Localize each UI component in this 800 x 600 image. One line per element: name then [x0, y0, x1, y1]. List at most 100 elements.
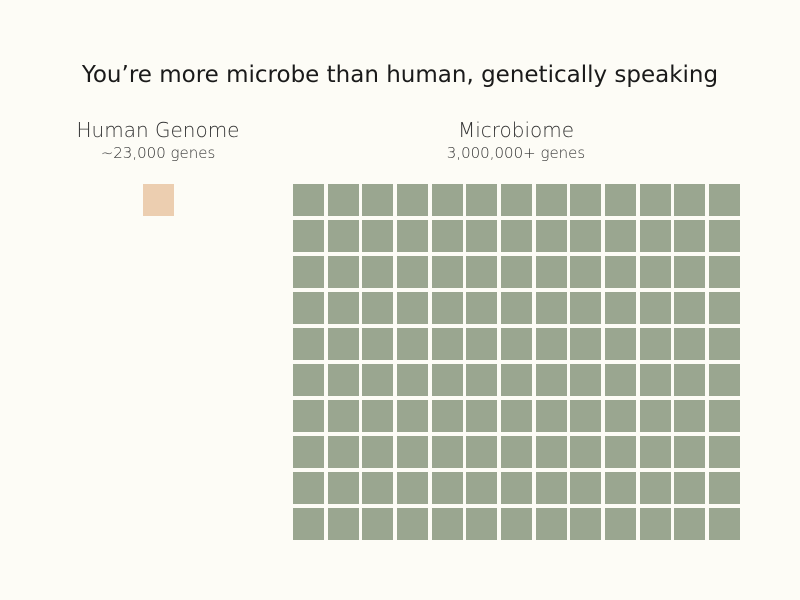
microbiome-square [362, 219, 394, 252]
microbiome-square [466, 471, 498, 504]
microbiome-square [466, 399, 498, 432]
microbiome-square [570, 471, 602, 504]
microbiome-square [708, 327, 740, 360]
microbiome-square [674, 219, 706, 252]
microbiome-square [500, 327, 532, 360]
microbiome-square [396, 184, 428, 216]
microbiome-square [604, 363, 636, 396]
microbiome-square [535, 363, 567, 396]
microbiome-square [362, 507, 394, 540]
microbiome-square [639, 327, 671, 360]
microbiome-square [500, 435, 532, 468]
microbiome-square [639, 219, 671, 252]
microbiome-square [327, 255, 359, 288]
microbiome-square [362, 327, 394, 360]
microbiome-square [639, 363, 671, 396]
microbiome-square [500, 471, 532, 504]
microbiome-square [466, 363, 498, 396]
microbiome-label: Microbiome 3,000,000+ genes [316, 118, 716, 162]
microbiome-square [431, 184, 463, 216]
microbiome-square [604, 399, 636, 432]
microbiome-square [466, 219, 498, 252]
microbiome-square [570, 507, 602, 540]
microbiome-square [535, 435, 567, 468]
microbiome-square [466, 184, 498, 216]
microbiome-square [293, 327, 324, 360]
microbiome-square [396, 327, 428, 360]
microbiome-square [431, 363, 463, 396]
microbiome-square [535, 184, 567, 216]
microbiome-square [570, 291, 602, 324]
microbiome-square [535, 219, 567, 252]
microbiome-square [362, 184, 394, 216]
microbiome-square [466, 291, 498, 324]
microbiome-square [362, 399, 394, 432]
microbiome-square [396, 363, 428, 396]
microbiome-square [431, 471, 463, 504]
microbiome-square [431, 327, 463, 360]
microbiome-square [431, 255, 463, 288]
microbiome-square [431, 219, 463, 252]
microbiome-square [639, 399, 671, 432]
human-genome-label: Human Genome ~23,000 genes [58, 118, 258, 162]
microbiome-square [396, 255, 428, 288]
microbiome-square [570, 184, 602, 216]
microbiome-square [535, 471, 567, 504]
microbiome-square [466, 435, 498, 468]
microbiome-square [466, 255, 498, 288]
microbiome-square [293, 399, 324, 432]
microbiome-square [674, 507, 706, 540]
microbiome-square [293, 219, 324, 252]
microbiome-square [327, 435, 359, 468]
microbiome-square [327, 219, 359, 252]
microbiome-square [362, 471, 394, 504]
microbiome-heading: Microbiome [457, 118, 575, 142]
microbiome-square [431, 507, 463, 540]
microbiome-square [293, 471, 324, 504]
microbiome-square [431, 435, 463, 468]
microbiome-square [639, 255, 671, 288]
microbiome-square [604, 471, 636, 504]
microbiome-square [327, 471, 359, 504]
microbiome-square [639, 291, 671, 324]
microbiome-square [708, 219, 740, 252]
microbiome-square [674, 471, 706, 504]
microbiome-square [639, 471, 671, 504]
microbiome-square [604, 255, 636, 288]
microbiome-square [466, 507, 498, 540]
microbiome-square [500, 399, 532, 432]
microbiome-square [570, 327, 602, 360]
chart-title: You’re more microbe than human, genetica… [81, 62, 719, 88]
microbiome-square [570, 435, 602, 468]
microbiome-square [396, 291, 428, 324]
microbiome-square [604, 327, 636, 360]
microbiome-square [431, 399, 463, 432]
microbiome-count: 3,000,000+ genes [446, 144, 586, 162]
microbiome-square [327, 507, 359, 540]
microbiome-square [500, 363, 532, 396]
microbiome-square [708, 435, 740, 468]
microbiome-square [327, 363, 359, 396]
microbiome-square [293, 255, 324, 288]
microbiome-square [604, 435, 636, 468]
microbiome-square [293, 363, 324, 396]
microbiome-square [500, 255, 532, 288]
microbiome-square [362, 363, 394, 396]
microbiome-square [535, 507, 567, 540]
human-genome-count: ~23,000 genes [100, 144, 216, 162]
microbiome-square [396, 507, 428, 540]
microbiome-square [570, 363, 602, 396]
microbiome-square [327, 399, 359, 432]
microbiome-square [639, 435, 671, 468]
microbiome-square [708, 507, 740, 540]
microbiome-square [362, 255, 394, 288]
microbiome-square [708, 255, 740, 288]
microbiome-square [604, 507, 636, 540]
microbiome-square [708, 184, 740, 216]
microbiome-square [327, 184, 359, 216]
microbiome-square [466, 327, 498, 360]
microbiome-square [674, 255, 706, 288]
microbiome-square [639, 184, 671, 216]
microbiome-square [535, 399, 567, 432]
microbiome-square [570, 255, 602, 288]
